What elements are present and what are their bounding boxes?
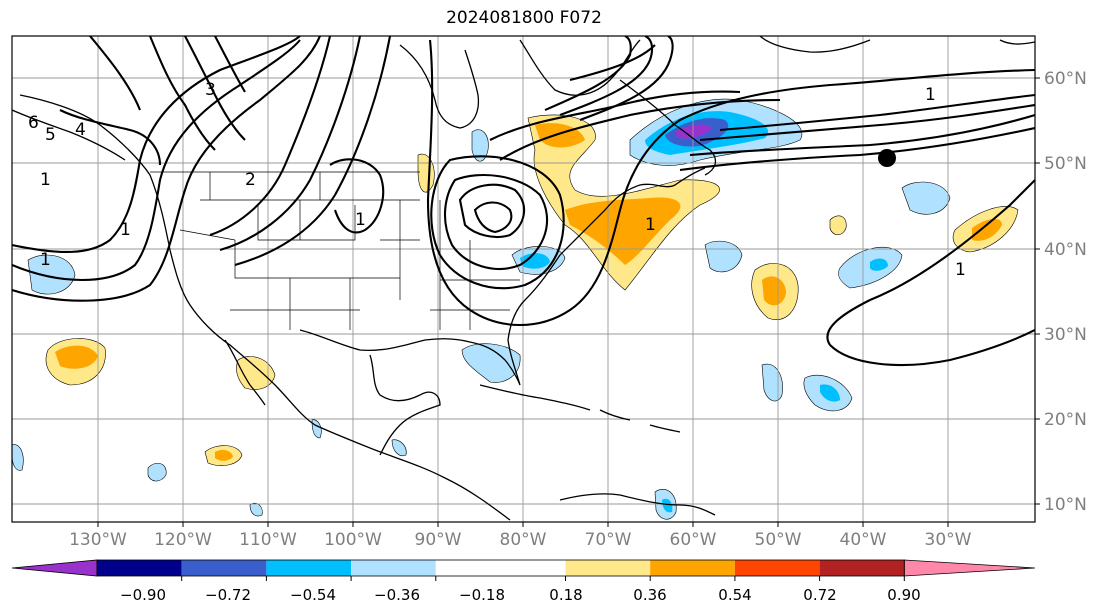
colorbar-segment	[266, 560, 352, 576]
lat-label: 60°N	[1044, 69, 1087, 89]
contour-label: 1	[645, 215, 656, 235]
contour-label: 1	[925, 85, 936, 105]
contour-label: 1	[120, 220, 131, 240]
lon-label: 60°W	[670, 530, 717, 550]
colorbar-tick-label: −0.36	[374, 586, 420, 604]
lon-label: 110°W	[239, 530, 297, 550]
colorbar-tick-label: −0.54	[290, 586, 336, 604]
latitude-labels: 60°N 50°N 40°N 30°N 20°N 10°N	[1044, 69, 1087, 515]
warm-anomaly-atlantic-3	[829, 215, 847, 236]
warm-anomaly-atlantic-1-core	[762, 276, 786, 306]
state-borders	[150, 171, 520, 330]
contour-label: 6	[28, 113, 39, 133]
colorbar: −0.90 −0.72 −0.54 −0.36 −0.18 0.18 0.36 …	[11, 559, 1036, 604]
colorbar-segment	[97, 560, 182, 576]
cold-anomaly-car-2-core	[662, 498, 673, 513]
colorbar-segment	[435, 560, 566, 576]
colorbar-tick-label: −0.18	[459, 586, 505, 604]
contour-label: 1	[40, 170, 51, 190]
colorbar-tick-label: 0.72	[803, 586, 836, 604]
cold-anomaly-labrador-center	[675, 124, 712, 139]
colorbar-ticks	[181, 576, 905, 581]
lat-label: 20°N	[1044, 410, 1087, 430]
lon-label: 70°W	[585, 530, 632, 550]
warm-anomaly-pacific-2-core	[215, 449, 233, 461]
cold-anomaly-atl-3	[901, 181, 951, 215]
colorbar-segment	[181, 560, 267, 576]
lat-label: 10°N	[1044, 495, 1087, 515]
colorbar-tick-label: −0.90	[120, 586, 166, 604]
cold-anomaly-car-1	[391, 439, 407, 457]
warm-anomaly-pacific-1-core	[55, 345, 98, 369]
pressure-center-dot	[878, 149, 896, 167]
cold-anomaly-atl-4-core	[820, 384, 840, 402]
coastlines	[12, 36, 1035, 521]
contour-label: 1	[355, 210, 366, 230]
lon-label: 40°W	[840, 530, 887, 550]
lat-label: 30°N	[1044, 325, 1087, 345]
lat-label: 50°N	[1044, 154, 1087, 174]
lon-label: 120°W	[154, 530, 212, 550]
colorbar-segment	[650, 560, 735, 576]
cold-anomaly-florida	[461, 343, 521, 383]
lon-label: 80°W	[500, 530, 547, 550]
cold-anomaly-midatlantic-core	[520, 253, 550, 269]
cold-anomaly-pac-3	[147, 462, 167, 482]
axis-ticks	[97, 77, 1040, 527]
lat-label: 40°N	[1044, 240, 1087, 260]
contour-label: 2	[245, 170, 256, 190]
contour-label: 1	[40, 250, 51, 270]
contour-labels: 1 1 1 1 1 1 2 3 4 5 6 1	[28, 80, 966, 280]
colorbar-tick-label: 0.90	[887, 586, 920, 604]
cold-anomaly-pac-1	[27, 254, 76, 295]
colorbar-frame	[96, 559, 905, 577]
colorbar-tick-label: 0.54	[718, 586, 751, 604]
colorbar-tick-label: 0.18	[549, 586, 582, 604]
colorbar-tick-label: −0.72	[205, 586, 251, 604]
cold-anomaly-atl-5	[761, 363, 783, 402]
colorbar-segment	[351, 560, 436, 576]
map-background	[12, 36, 1035, 522]
lon-label: 100°W	[324, 530, 382, 550]
colorbar-segment	[734, 560, 820, 576]
lon-label: 90°W	[415, 530, 462, 550]
map-title: 2024081800 F072	[446, 8, 602, 28]
colorbar-segment	[819, 560, 905, 576]
height-contours	[12, 36, 1035, 367]
colorbar-extend-high	[903, 559, 1036, 577]
contour-label: 3	[205, 80, 216, 100]
colorbar-segment	[565, 560, 651, 576]
cold-anomaly-atl-2-core	[870, 258, 888, 271]
colorbar-tick-label: 0.36	[633, 586, 666, 604]
contour-label: 5	[45, 125, 56, 145]
lon-label: 130°W	[69, 530, 127, 550]
warm-anomaly-atlantic-2-core	[972, 218, 1002, 241]
cold-anomaly-pac-5	[249, 502, 263, 517]
contour-label: 1	[955, 260, 966, 280]
contour-label: 4	[75, 120, 86, 140]
warm-anomaly-baja	[236, 356, 276, 390]
lon-label: 50°W	[755, 530, 802, 550]
colorbar-extend-low	[11, 559, 98, 577]
lon-label: 30°W	[925, 530, 972, 550]
longitude-labels: 130°W 120°W 110°W 100°W 90°W 80°W 70°W 6…	[69, 530, 972, 550]
warm-anomaly-core	[565, 197, 681, 265]
